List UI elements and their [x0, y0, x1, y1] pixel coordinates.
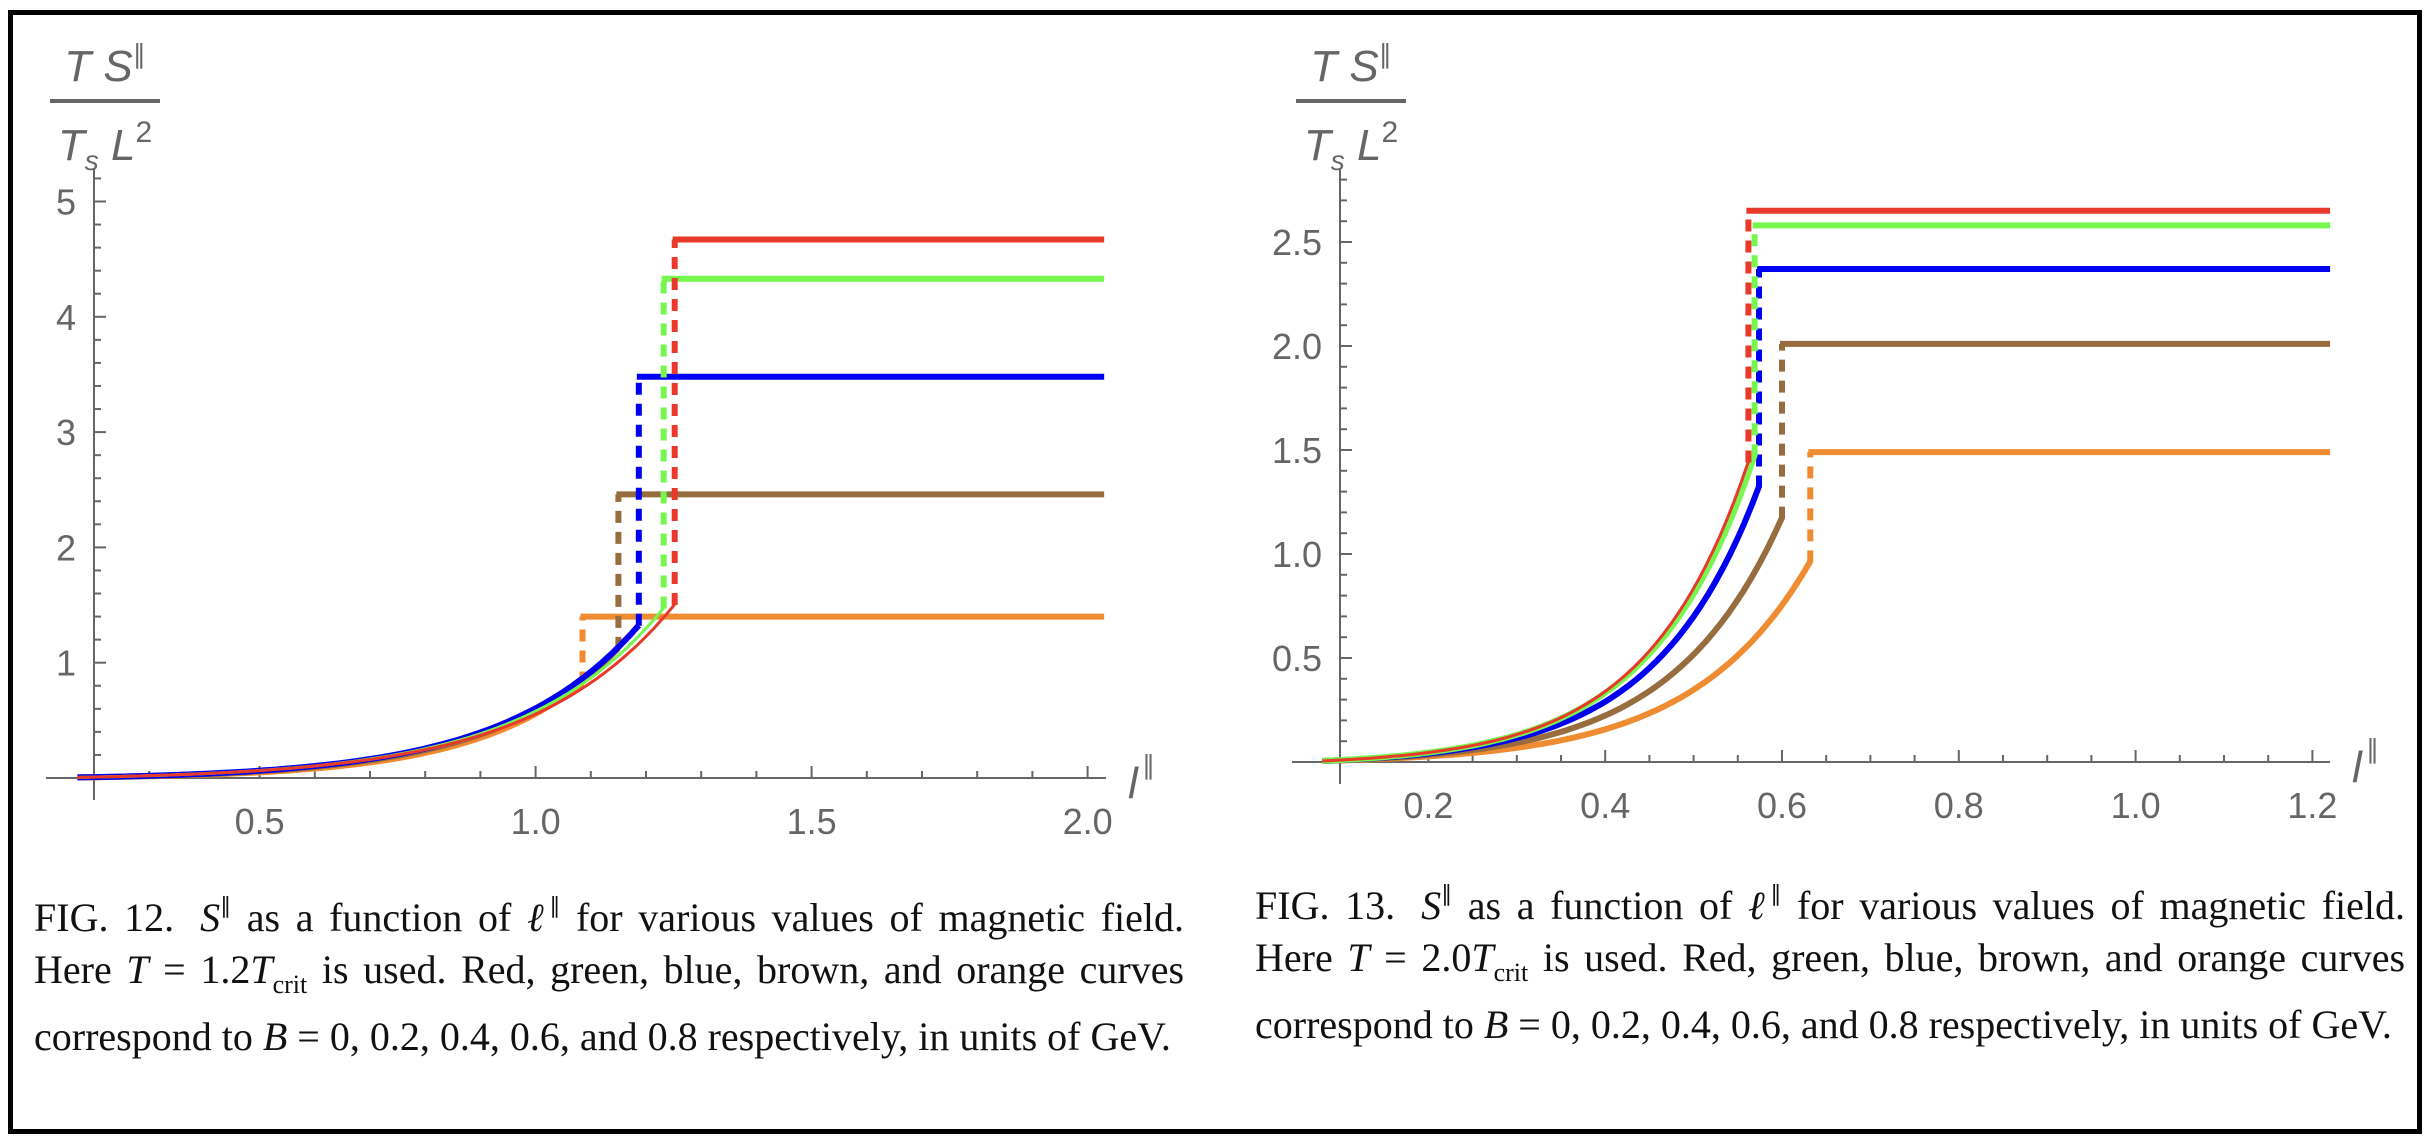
ylabel-Ts-subscript: s — [84, 145, 99, 176]
caption-symbol: S — [1421, 883, 1442, 928]
series-curve — [1322, 485, 1762, 764]
ylabel-S: S — [103, 42, 133, 91]
caption-fig12: FIG. 12. S∥ as a function of ℓ∥ for vario… — [34, 880, 1184, 1063]
x-tick-label: 0.4 — [1580, 785, 1630, 826]
caption-symbol: ℓ — [527, 895, 550, 940]
x-tick-label: 2.0 — [1063, 801, 1113, 842]
caption-symbol: T — [1347, 935, 1370, 980]
ylabel-L-exponent: 2 — [135, 116, 153, 149]
caption-text: is used. Red, green, blue, brown, and or… — [1255, 935, 2406, 1047]
y-tick-label: 0.5 — [1272, 638, 1322, 679]
ylabel-Ts: T — [1303, 121, 1331, 170]
caption-text: is used. Red, green, blue, brown, and or… — [34, 947, 1185, 1059]
x-tick-label: 1.2 — [2287, 785, 2337, 826]
y-tick-label: 4 — [56, 297, 76, 338]
y-tick-label: 3 — [56, 412, 76, 453]
y-tick-label: 5 — [56, 182, 76, 223]
chart-fig12: 0.5 1.0 1.5 2.0 1 2 3 4 5 l ∥ — [46, 168, 1155, 842]
caption-superscript: ∥ — [220, 893, 232, 918]
x-axis-label: l — [1128, 759, 1139, 808]
caption-text: = 1.2 — [148, 947, 251, 992]
caption-symbol: T — [126, 947, 149, 992]
x-axis-label-superscript: ∥ — [1142, 750, 1155, 780]
ylabel-L-exponent: 2 — [1381, 116, 1399, 149]
caption-superscript: ∥ — [549, 893, 561, 918]
caption-text: for various values of magnetic field. He… — [34, 895, 1185, 992]
series-curve — [1322, 454, 1758, 764]
fraction-bar — [1296, 99, 1406, 103]
ylabel-S-superscript: ∥ — [1378, 39, 1392, 69]
ylabel-S-superscript: ∥ — [132, 39, 146, 69]
fraction-bar — [50, 99, 160, 103]
caption-text: = 0, 0.2, 0.4, 0.6, and 0.8 respectively… — [287, 1014, 1171, 1059]
caption-text: as a function of — [231, 895, 528, 940]
caption-symbol: T — [1471, 935, 1494, 980]
ylabel-S: S — [1349, 42, 1379, 91]
caption-subscript: crit — [272, 970, 308, 999]
x-tick-label: 0.8 — [1934, 785, 1984, 826]
ylabel-Ts-subscript: s — [1330, 145, 1345, 176]
x-tick-label: 1.5 — [787, 801, 837, 842]
y-axis-label-fig12: T S∥ Ts L2 — [50, 28, 160, 187]
x-axis-label-superscript: ∥ — [2366, 734, 2379, 764]
caption-symbol: B — [1483, 1002, 1509, 1047]
caption-text: = 0, 0.2, 0.4, 0.6, and 0.8 respectively… — [1508, 1002, 2392, 1047]
figure-number: FIG. 12. — [34, 895, 175, 940]
caption-text: as a function of — [1452, 883, 1749, 928]
figure-number: FIG. 13. — [1255, 883, 1396, 928]
caption-symbol: ℓ — [1748, 883, 1771, 928]
series-curve — [77, 603, 676, 779]
figure-frame — [8, 10, 2422, 1134]
caption-symbol: S — [200, 895, 221, 940]
y-tick-label: 2 — [56, 527, 76, 568]
chart-fig13: 0.2 0.4 0.6 0.8 1.0 1.2 0.5 1.0 1.5 2.0 2.5 l ∥ — [1272, 168, 2379, 826]
y-tick-label: 1.5 — [1272, 430, 1322, 471]
x-tick-label: 1.0 — [511, 801, 561, 842]
caption-superscript: ∥ — [1441, 881, 1453, 906]
x-tick-label: 0.2 — [1403, 785, 1453, 826]
ylabel-L: L — [110, 121, 136, 170]
caption-symbol: T — [250, 947, 273, 992]
y-tick-label: 2.5 — [1272, 222, 1322, 263]
ylabel-L: L — [1356, 121, 1382, 170]
x-tick-label: 0.5 — [235, 801, 285, 842]
y-tick-label: 1.0 — [1272, 534, 1322, 575]
ylabel-T: T — [64, 42, 92, 91]
x-axis-label: l — [2352, 743, 2363, 792]
caption-superscript: ∥ — [1770, 881, 1782, 906]
caption-symbol: B — [262, 1014, 288, 1059]
y-tick-label: 1 — [56, 643, 76, 684]
caption-text: = 2.0 — [1369, 935, 1472, 980]
y-axis-label-fig13: T S∥ Ts L2 — [1296, 28, 1406, 187]
series-curve — [1322, 460, 1750, 763]
x-tick-label: 1.0 — [2111, 785, 2161, 826]
caption-fig13: FIG. 13. S∥ as a function of ℓ∥ for vario… — [1255, 868, 2405, 1051]
caption-text: for various values of magnetic field. He… — [1255, 883, 2406, 980]
y-tick-label: 2.0 — [1272, 326, 1322, 367]
ylabel-Ts: T — [57, 121, 85, 170]
ylabel-T: T — [1310, 42, 1338, 91]
x-tick-label: 0.6 — [1757, 785, 1807, 826]
caption-subscript: crit — [1493, 958, 1529, 987]
